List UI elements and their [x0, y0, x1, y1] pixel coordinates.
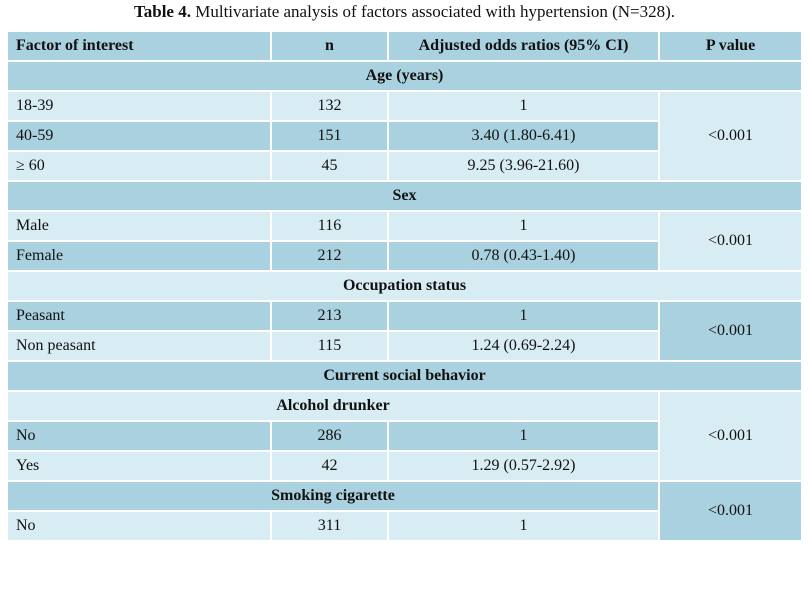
cell-factor: Yes	[7, 451, 271, 481]
cell-p: <0.001	[659, 211, 802, 271]
cell-p: <0.001	[659, 91, 802, 181]
cell-factor: 40-59	[7, 121, 271, 151]
header-or: Adjusted odds ratios (95% CI)	[388, 31, 659, 61]
cell-n: 115	[271, 331, 388, 361]
table-row: Yes 42 1.29 (0.57-2.92)	[7, 451, 802, 481]
cell-factor: Male	[7, 211, 271, 241]
section-title: Sex	[7, 181, 802, 211]
subsection-alcohol: Alcohol drunker <0.001	[7, 391, 802, 481]
header-factor: Factor of interest	[7, 31, 271, 61]
table-row: Peasant 213 1 <0.001	[7, 301, 802, 361]
cell-factor: 18-39	[7, 91, 271, 121]
cell-or: 1	[388, 211, 659, 241]
cell-or: 3.40 (1.80-6.41)	[388, 121, 659, 151]
cell-n: 132	[271, 91, 388, 121]
header-n: n	[271, 31, 388, 61]
subsection-title: Alcohol drunker	[7, 391, 659, 421]
cell-factor: No	[7, 511, 271, 541]
cell-or: 1.29 (0.57-2.92)	[388, 451, 659, 481]
cell-factor: Female	[7, 241, 271, 271]
cell-n: 116	[271, 211, 388, 241]
header-p: P value	[659, 31, 802, 61]
cell-factor: Peasant	[7, 301, 271, 331]
table-row: Male 116 1 <0.001	[7, 211, 802, 271]
table-caption: Table 4. Multivariate analysis of factor…	[0, 1, 809, 23]
cell-factor: Non peasant	[7, 331, 271, 361]
subsection-title: Smoking cigarette	[7, 481, 659, 511]
section-title: Current social behavior	[7, 361, 802, 391]
cell-p: <0.001	[659, 481, 802, 541]
table-row: ≥ 60 45 9.25 (3.96-21.60)	[7, 151, 802, 181]
cell-p: <0.001	[659, 391, 802, 481]
hypertension-table: Factor of interest n Adjusted odds ratio…	[5, 29, 804, 543]
section-occupation: Occupation status	[7, 271, 802, 301]
cell-or: 0.78 (0.43-1.40)	[388, 241, 659, 271]
section-title: Occupation status	[7, 271, 802, 301]
table-row: No 286 1	[7, 421, 802, 451]
table-caption-text: Multivariate analysis of factors associa…	[195, 2, 676, 21]
cell-n: 213	[271, 301, 388, 331]
cell-or: 1	[388, 511, 659, 541]
table-row: Female 212 0.78 (0.43-1.40)	[7, 241, 802, 271]
table-row: 40-59 151 3.40 (1.80-6.41)	[7, 121, 802, 151]
section-title: Age (years)	[7, 61, 802, 91]
section-age: Age (years)	[7, 61, 802, 91]
cell-factor: No	[7, 421, 271, 451]
table-row: Non peasant 115 1.24 (0.69-2.24)	[7, 331, 802, 361]
table-row: No 311 1	[7, 511, 802, 541]
cell-or: 1	[388, 91, 659, 121]
cell-n: 45	[271, 151, 388, 181]
cell-or: 1	[388, 421, 659, 451]
cell-n: 311	[271, 511, 388, 541]
cell-or: 9.25 (3.96-21.60)	[388, 151, 659, 181]
table-caption-label: Table 4.	[133, 2, 191, 21]
cell-p: <0.001	[659, 301, 802, 361]
cell-n: 151	[271, 121, 388, 151]
section-sex: Sex	[7, 181, 802, 211]
cell-n: 212	[271, 241, 388, 271]
cell-n: 42	[271, 451, 388, 481]
cell-or: 1.24 (0.69-2.24)	[388, 331, 659, 361]
cell-or: 1	[388, 301, 659, 331]
section-social: Current social behavior	[7, 361, 802, 391]
subsection-smoking: Smoking cigarette <0.001	[7, 481, 802, 541]
header-row: Factor of interest n Adjusted odds ratio…	[7, 31, 802, 61]
cell-factor: ≥ 60	[7, 151, 271, 181]
cell-n: 286	[271, 421, 388, 451]
table-row: 18-39 132 1 <0.001	[7, 91, 802, 181]
